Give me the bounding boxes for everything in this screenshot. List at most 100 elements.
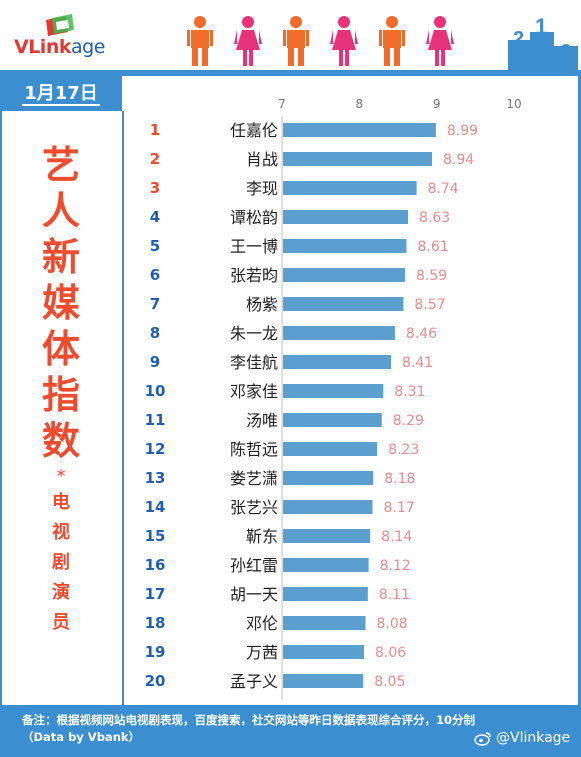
value-label: 8.05 <box>374 674 405 690</box>
rank-number: 18 <box>145 614 166 632</box>
value-label: 8.63 <box>419 210 450 226</box>
bar <box>283 268 405 282</box>
male-person-icon <box>283 16 309 66</box>
x-tick-label: 9 <box>433 97 441 111</box>
rank-number: 20 <box>145 672 166 690</box>
logo-text: VLinkage <box>14 36 105 58</box>
note-line-1: 备注：根据视频网站电视剧表现，百度搜索，社交网站等昨日数据表现综合评分，10分制 <box>22 713 475 727</box>
title-char: 媒 <box>41 281 80 325</box>
rank-number: 12 <box>145 440 166 458</box>
logo-icon <box>46 14 74 36</box>
date-label: 1月17日 <box>0 76 122 111</box>
value-label: 8.61 <box>418 239 449 255</box>
panel-divider <box>122 111 124 705</box>
artist-name: 李佳航 <box>230 353 278 372</box>
rank-number: 13 <box>145 469 166 487</box>
bar <box>283 123 436 137</box>
bar <box>283 239 407 253</box>
artist-name: 邓家佳 <box>230 382 278 401</box>
rank-number: 16 <box>145 556 166 574</box>
rank-number: 1 <box>150 121 160 139</box>
female-person-icon <box>330 16 358 66</box>
podium-number-2: 2 <box>513 28 525 50</box>
rank-number: 2 <box>150 150 160 168</box>
artist-name: 汤唯 <box>246 411 278 430</box>
ranking-bar-chart: 7 8 9 10 1 任嘉伦 8.99 2 肖战 8.94 3 李现 8.74 4 谭松韵 8.63 5 王一博 8… <box>145 97 522 700</box>
rank-number: 17 <box>145 585 166 603</box>
artist-name: 杨紫 <box>246 295 278 314</box>
female-person-icon <box>426 16 454 66</box>
subtitle-char: 视 <box>52 522 70 543</box>
left-border <box>0 111 2 705</box>
rank-number: 15 <box>145 527 166 545</box>
artist-name: 王一博 <box>230 237 278 256</box>
value-label: 8.94 <box>443 152 474 168</box>
podium-number-3: 3 <box>561 41 572 61</box>
bar <box>283 442 378 456</box>
bar <box>283 471 374 485</box>
value-label: 8.31 <box>394 384 425 400</box>
bar <box>283 384 384 398</box>
value-label: 8.59 <box>416 268 447 284</box>
value-label: 8.06 <box>375 645 406 661</box>
artist-name: 胡一天 <box>230 585 278 604</box>
logo-text-main: VLink <box>14 36 72 58</box>
title-char: 艺 <box>41 143 80 187</box>
bar <box>283 645 364 659</box>
value-label: 8.08 <box>377 616 408 632</box>
title-char: 新 <box>41 235 80 279</box>
rank-number: 4 <box>150 208 160 226</box>
x-tick-label: 8 <box>356 97 364 111</box>
bar <box>283 326 395 340</box>
bar <box>283 616 366 630</box>
rank-number: 8 <box>150 324 160 342</box>
artist-name: 朱一龙 <box>230 324 278 343</box>
subtitle-char: 员 <box>52 612 70 633</box>
vlinkage-logo: VLinkage <box>12 14 122 60</box>
bar <box>283 587 368 601</box>
value-label: 8.41 <box>402 355 433 371</box>
subtitle-char: 电 <box>52 492 70 513</box>
bar <box>283 529 371 543</box>
artist-name: 肖战 <box>246 150 278 169</box>
footer-note: 备注：根据视频网站电视剧表现，百度搜索，社交网站等昨日数据表现综合评分，10分制… <box>22 712 562 746</box>
bar <box>283 355 392 369</box>
subtitle-char: 剧 <box>52 552 70 573</box>
date-text: 1月17日 <box>22 83 100 106</box>
value-label: 8.29 <box>393 413 424 429</box>
artist-name: 邓伦 <box>246 614 278 633</box>
people-icons <box>187 16 454 66</box>
subtitle-char: 演 <box>52 582 70 603</box>
weibo-handle: @Vlinkage <box>496 730 571 746</box>
bar <box>283 500 373 514</box>
artist-name: 任嘉伦 <box>230 121 278 140</box>
value-label: 8.12 <box>380 558 411 574</box>
header-divider <box>0 70 581 76</box>
weibo-icon <box>474 731 491 746</box>
rank-number: 10 <box>145 382 166 400</box>
x-tick-label: 7 <box>278 97 286 111</box>
rank-number: 14 <box>145 498 166 516</box>
rank-number: 19 <box>145 643 166 661</box>
x-tick-label: 10 <box>506 97 521 111</box>
vertical-title: 艺 人 新 媒 体 指 数 * 电 视 剧 演 员 <box>0 142 122 638</box>
bar <box>283 413 382 427</box>
bar <box>283 297 404 311</box>
artist-name: 谭松韵 <box>230 208 278 227</box>
bar <box>283 674 364 688</box>
logo-text-tail: age <box>71 36 105 58</box>
artist-name: 张艺兴 <box>230 498 278 517</box>
artist-name: 娄艺潇 <box>230 469 278 488</box>
artist-name: 万茜 <box>246 643 278 662</box>
value-label: 8.18 <box>384 471 415 487</box>
footer-bar <box>0 705 581 757</box>
bar <box>283 152 433 166</box>
value-label: 8.74 <box>428 181 459 197</box>
artist-name: 孙红雷 <box>230 556 278 575</box>
title-char: 体 <box>41 327 80 371</box>
artist-name: 靳东 <box>246 527 278 546</box>
rank-number: 3 <box>150 179 160 197</box>
bar <box>283 181 417 195</box>
bar <box>283 210 409 224</box>
artist-name: 李现 <box>246 179 278 198</box>
